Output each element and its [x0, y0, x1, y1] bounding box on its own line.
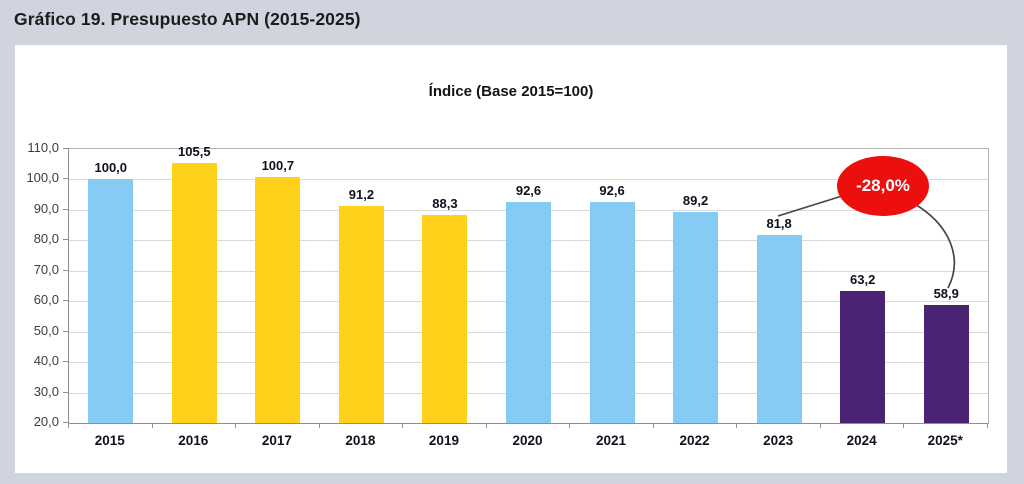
bar-value-label: 88,3	[432, 196, 458, 212]
bar-2023	[756, 234, 802, 423]
y-axis-tick-label: 30,0	[33, 383, 59, 399]
y-axis-tick-label: 20,0	[33, 414, 59, 429]
bar-2019	[422, 215, 468, 423]
y-axis-tick-mark	[63, 361, 68, 363]
x-axis-label: 2018	[345, 433, 376, 448]
bar-2025	[923, 304, 969, 423]
y-axis-tick-label: 80,0	[33, 231, 59, 247]
y-axis-tick-label: 50,0	[33, 322, 59, 338]
y-axis-tick-mark	[63, 208, 68, 210]
callout-label: -28,0%	[856, 176, 910, 195]
gridline	[69, 179, 988, 181]
page-title: Gráfico 19. Presupuesto APN (2015-2025)	[14, 9, 361, 29]
y-axis-tick-mark	[63, 391, 68, 393]
x-axis-label: 2023	[763, 433, 794, 448]
y-axis-tick-label: 110,0	[27, 140, 59, 155]
bar-value-label: 100,7	[261, 158, 295, 174]
x-axis-tick-mark	[68, 423, 69, 428]
x-axis-tick-mark	[151, 423, 153, 428]
x-axis-tick-mark	[485, 423, 487, 428]
x-axis-tick-mark	[819, 423, 821, 428]
x-axis-label: 2025*	[927, 433, 963, 448]
y-axis-tick-label: 70,0	[33, 261, 59, 277]
y-axis-tick-mark	[63, 239, 68, 241]
bar-value-label: 58,9	[933, 285, 959, 301]
bar-2024	[840, 291, 886, 423]
bar-value-label: 92,6	[515, 182, 542, 198]
bar-2016	[171, 162, 217, 423]
plot-area: 100,0 105,5 100,7 91,2 88,3 92,6 92,6 89,2 81,8 6…	[68, 144, 989, 424]
bar-2015	[88, 179, 134, 423]
bar-value-label: 92,6	[599, 182, 625, 198]
bar-2018	[338, 206, 384, 423]
bar-2020	[506, 201, 551, 423]
x-axis-tick-mark	[736, 423, 738, 428]
x-axis-tick-mark	[569, 423, 571, 428]
y-axis-tick-label: 60,0	[33, 292, 59, 308]
x-axis-tick-mark	[235, 423, 237, 428]
bar-2021	[589, 201, 635, 423]
y-axis-tick-mark	[63, 269, 68, 271]
bar-value-label: 63,2	[850, 272, 876, 288]
y-axis-tick-mark	[63, 422, 68, 423]
x-axis-label: 2019	[428, 433, 459, 448]
x-axis-label: 2016	[178, 433, 209, 448]
x-axis: 2015 2016 2017 2018 2019 2020 2021 2022 2023 2024…	[68, 433, 987, 453]
bar-value-label: 89,2	[682, 193, 709, 209]
chart-panel: Índice (Base 2015=100) 110,0 100,0 90,0 80,…	[15, 45, 1007, 473]
x-axis-label: 2022	[679, 433, 710, 448]
x-axis-tick-mark	[903, 423, 905, 428]
x-axis-label: 2015	[94, 433, 125, 448]
x-axis-tick-mark	[402, 423, 404, 428]
bar-value-label: 105,5	[178, 143, 211, 159]
x-axis-label: 2024	[846, 433, 877, 448]
x-axis-label: 2021	[596, 433, 627, 448]
chart-title: Índice (Base 2015=100)	[428, 83, 594, 100]
bar-value-label: 91,2	[348, 187, 375, 203]
x-axis-tick-mark	[318, 423, 320, 428]
y-axis-tick-mark	[63, 148, 68, 149]
callout-ellipse: -28,0%	[837, 156, 929, 216]
x-axis-tick-mark	[987, 423, 988, 428]
y-axis-tick-label: 40,0	[33, 353, 59, 369]
bar-2017	[255, 177, 301, 423]
bar-value-label: 100,0	[94, 160, 128, 176]
y-axis-tick-mark	[63, 300, 68, 302]
y-axis: 110,0 100,0 90,0 80,0 70,0 60,0 50,0 40,0 30,0 20…	[15, 140, 68, 429]
y-axis-tick-mark	[63, 330, 68, 332]
y-axis-tick-label: 100,0	[26, 170, 59, 186]
x-axis-label: 2017	[261, 433, 292, 448]
x-axis-ticks	[68, 423, 988, 429]
x-axis-label: 2020	[512, 433, 543, 448]
y-axis-tick-label: 90,0	[33, 200, 59, 216]
y-axis-tick-mark	[63, 178, 68, 180]
x-axis-tick-mark	[652, 423, 654, 428]
bar-2022	[673, 212, 719, 423]
bar-value-label: 81,8	[766, 215, 792, 231]
